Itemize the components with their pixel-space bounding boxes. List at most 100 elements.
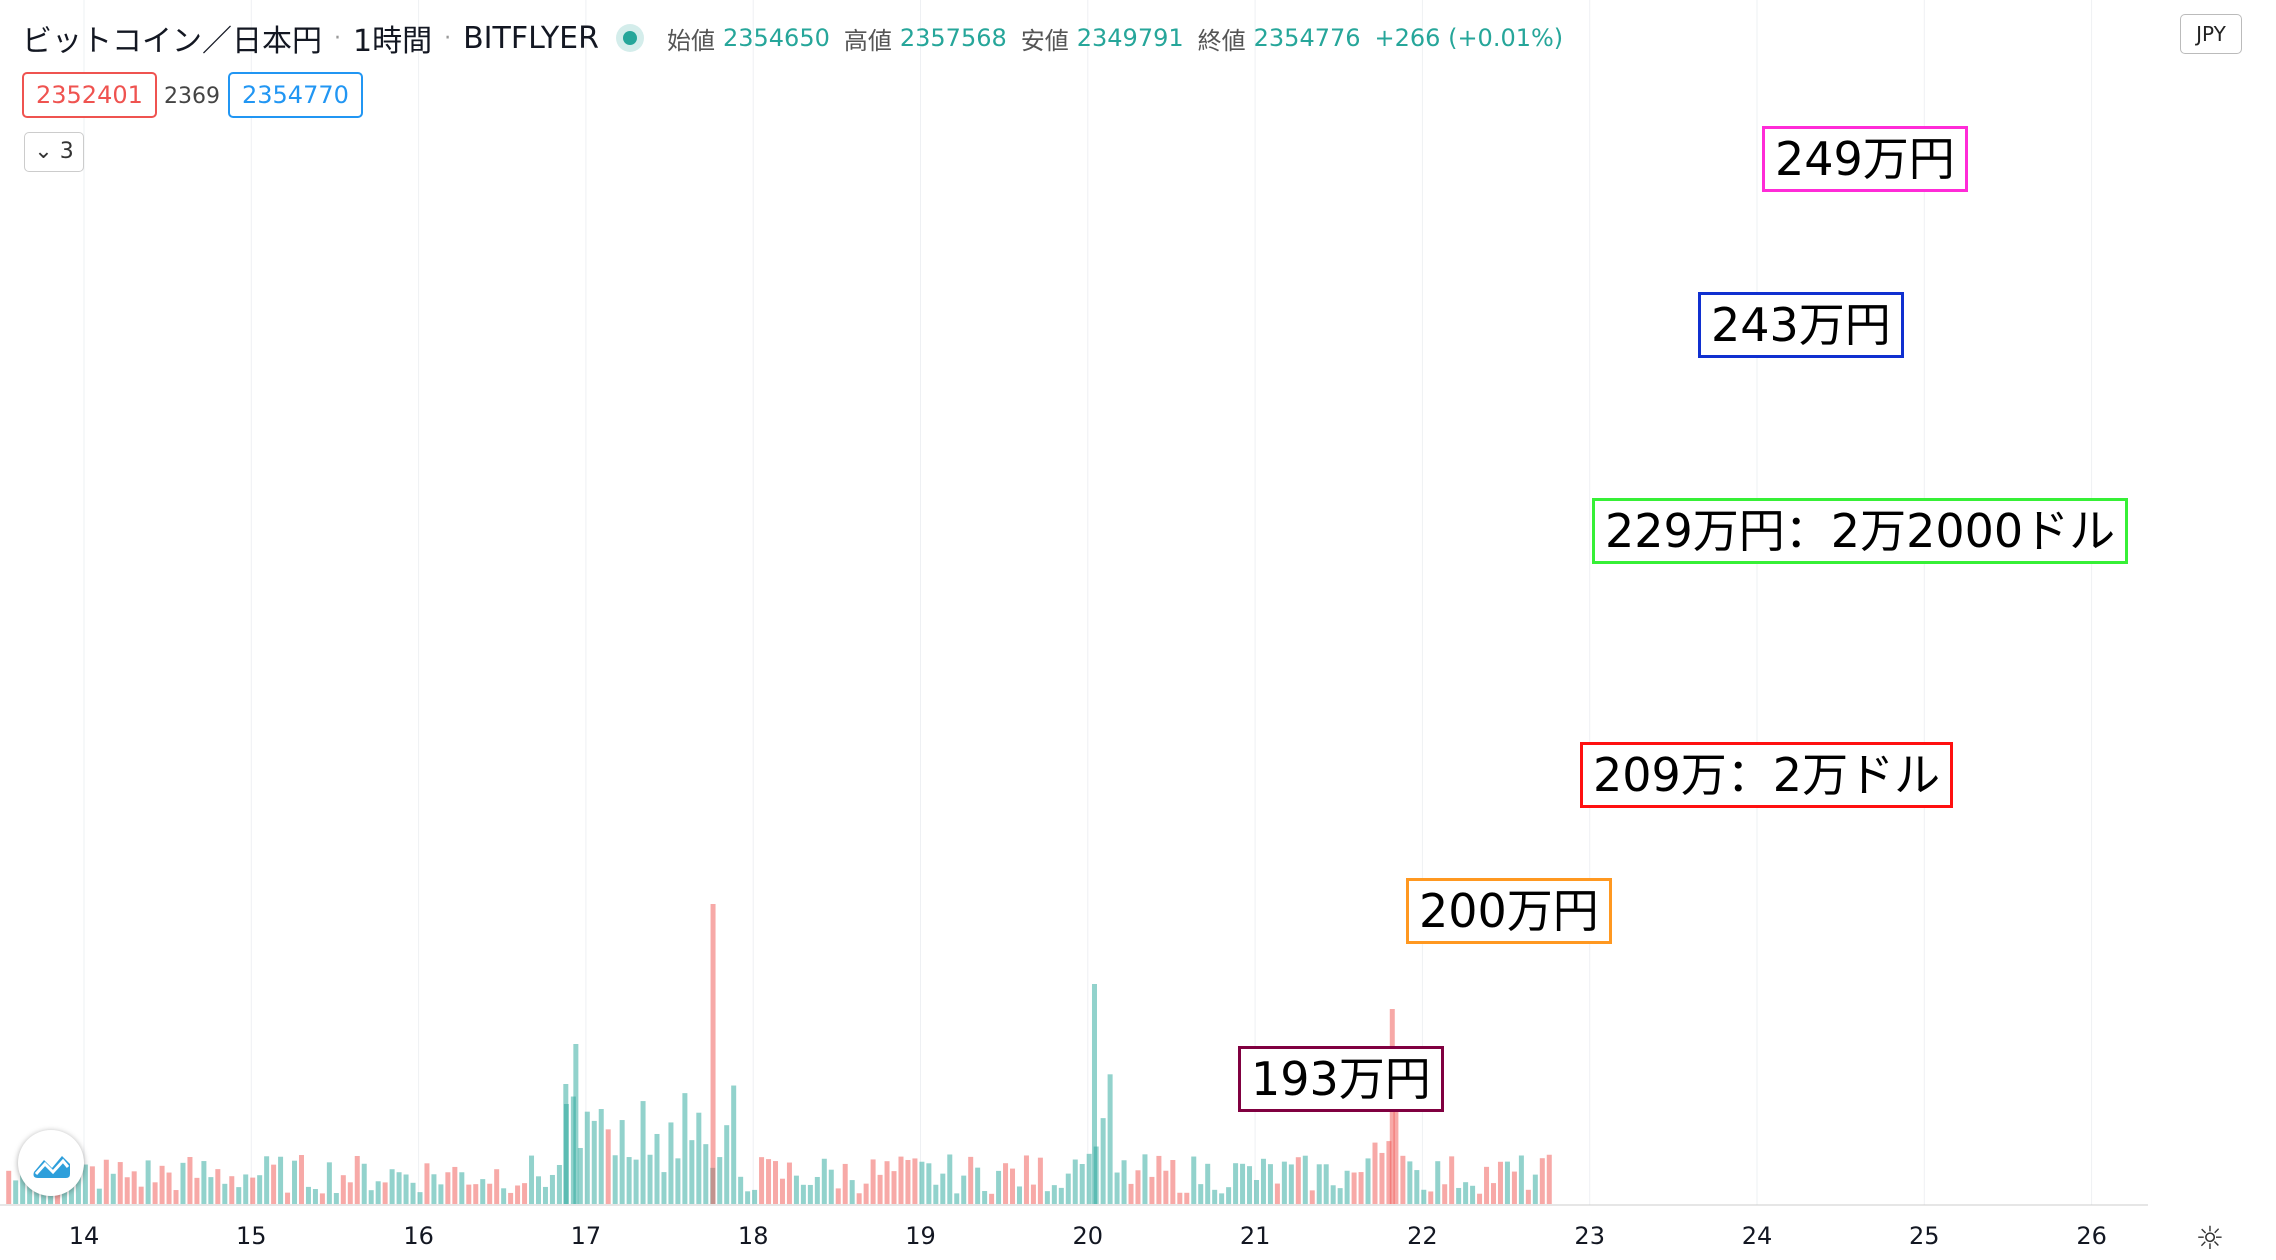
annotation-243[interactable]: 243万円 xyxy=(1698,292,1904,358)
volume-bar xyxy=(1149,1176,1155,1204)
volume-bar xyxy=(682,1093,688,1204)
tradingview-logo[interactable] xyxy=(18,1130,84,1196)
volume-bar xyxy=(1233,1163,1239,1204)
volume-bar xyxy=(1546,1154,1552,1204)
annotation-193[interactable]: 193万円 xyxy=(1238,1046,1444,1112)
volume-bar xyxy=(661,1172,667,1204)
volume-bar xyxy=(1511,1171,1517,1204)
volume-bar xyxy=(452,1166,458,1204)
volume-bar xyxy=(1442,1184,1448,1204)
volume-bar xyxy=(319,1193,325,1204)
volume-bar xyxy=(522,1183,528,1204)
volume-bar xyxy=(501,1188,507,1204)
indicator-count: 3 xyxy=(59,139,74,164)
volume-bar xyxy=(968,1156,974,1204)
volume-bar xyxy=(201,1161,207,1204)
volume-bar xyxy=(215,1169,221,1204)
annotation-209[interactable]: 209万：2万ドル xyxy=(1580,742,1954,808)
gear-icon[interactable]: ☼ xyxy=(2195,1219,2225,1257)
annotation-200[interactable]: 200万円 xyxy=(1406,878,1612,944)
chart-header: ビットコイン／日本円 · 1時間 · BITFLYER 始値 2354650 高値… xyxy=(22,16,1577,60)
volume-bar xyxy=(759,1157,765,1204)
volume-bars xyxy=(6,904,1552,1204)
time-tick-label: 17 xyxy=(571,1222,602,1250)
volume-bar xyxy=(159,1165,165,1204)
volume-bar xyxy=(1072,1159,1078,1204)
volume-bar xyxy=(898,1156,904,1204)
volume-bar xyxy=(1219,1193,1225,1204)
volume-bar xyxy=(1051,1185,1057,1204)
interval-label[interactable]: 1時間 xyxy=(353,24,433,59)
volume-bar xyxy=(779,1178,785,1204)
volume-bar xyxy=(598,1109,604,1204)
volume-bar xyxy=(766,1159,772,1204)
volume-bar xyxy=(375,1181,381,1204)
volume-bar xyxy=(1274,1183,1280,1204)
volume-bar xyxy=(326,1162,332,1204)
volume-bar xyxy=(556,1164,562,1204)
volume-bar xyxy=(1065,1173,1071,1204)
volume-bar xyxy=(103,1159,109,1204)
ask-box[interactable]: 2354770 xyxy=(228,72,363,118)
volume-bar xyxy=(250,1177,256,1204)
volume-bar xyxy=(1198,1184,1204,1204)
volume-bar xyxy=(1156,1155,1162,1204)
volume-bar xyxy=(1309,1190,1315,1204)
volume-bar xyxy=(333,1193,339,1204)
volume-bar xyxy=(870,1159,876,1204)
volume-bar xyxy=(41,1187,47,1204)
volume-bar xyxy=(1344,1170,1350,1204)
volume-bar xyxy=(1023,1155,1029,1204)
volume-bar xyxy=(13,1180,19,1204)
volume-bar xyxy=(542,1186,548,1204)
volume-bar xyxy=(1086,1153,1092,1204)
volume-bar xyxy=(89,1166,95,1204)
indicator-collapse-button[interactable]: ⌄ 3 xyxy=(24,132,84,172)
volume-bar xyxy=(1247,1166,1253,1204)
volume-bar xyxy=(166,1172,172,1204)
volume-bar xyxy=(117,1162,123,1204)
volume-bar xyxy=(1358,1172,1364,1204)
close-label: 終値 xyxy=(1197,26,1246,55)
time-tick-label: 15 xyxy=(236,1222,267,1250)
volume-bar xyxy=(271,1164,277,1204)
volume-bar xyxy=(1107,1074,1113,1204)
volume-bar xyxy=(424,1163,430,1204)
volume-bar xyxy=(1491,1183,1497,1204)
volume-bar xyxy=(947,1154,953,1204)
volume-bar xyxy=(480,1179,486,1204)
market-status-icon xyxy=(622,31,637,45)
volume-bar xyxy=(264,1156,270,1204)
volume-bar xyxy=(745,1191,751,1204)
volume-bar xyxy=(689,1140,695,1204)
volume-bar xyxy=(626,1157,632,1204)
volume-bar xyxy=(124,1177,130,1204)
volume-bar xyxy=(131,1171,137,1204)
volume-bar xyxy=(138,1186,144,1204)
time-axis: 14 15 16 17 18 19 20 21 22 23 24 25 26 xyxy=(0,1204,2148,1250)
time-tick-label: 18 xyxy=(738,1222,769,1250)
volume-bar xyxy=(752,1189,758,1204)
volume-bar xyxy=(605,1129,611,1204)
volume-bar xyxy=(1030,1184,1036,1204)
volume-bar xyxy=(347,1182,353,1204)
volume-bar xyxy=(612,1155,618,1204)
volume-bar xyxy=(654,1133,660,1204)
symbol-title[interactable]: ビットコイン／日本円 xyxy=(22,24,322,59)
volume-bar xyxy=(1281,1161,1287,1204)
volume-bar xyxy=(1421,1189,1427,1204)
currency-button[interactable]: JPY xyxy=(2180,14,2242,54)
time-tick-label: 26 xyxy=(2076,1222,2107,1250)
volume-bar xyxy=(570,1096,576,1204)
volume-bar xyxy=(445,1172,451,1204)
volume-bar xyxy=(1142,1154,1148,1204)
volume-bar xyxy=(891,1171,897,1204)
annotation-229[interactable]: 229万円：2万2000ドル xyxy=(1592,498,2129,564)
volume-bar xyxy=(1212,1189,1218,1204)
volume-bar xyxy=(591,1120,597,1204)
volume-bar xyxy=(1135,1170,1141,1204)
volume-bar xyxy=(1253,1179,1259,1204)
bid-box[interactable]: 2352401 xyxy=(22,72,157,118)
annotation-249[interactable]: 249万円 xyxy=(1762,126,1968,192)
